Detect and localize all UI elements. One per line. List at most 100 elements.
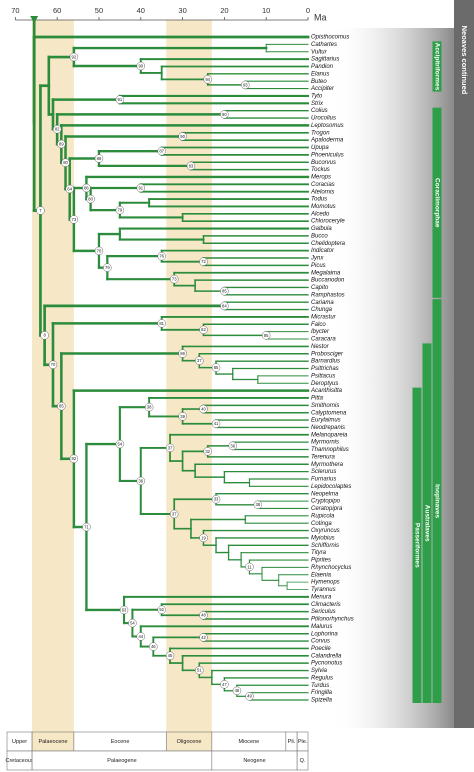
axis-unit: Ma	[314, 12, 327, 22]
node-marker	[40, 331, 49, 340]
taxon-label: Buccanodon	[311, 278, 345, 284]
node-label: 86	[84, 185, 89, 190]
node-marker	[195, 666, 204, 675]
taxon-label: Corvus	[311, 639, 330, 645]
node-label: 40	[201, 406, 206, 411]
node-label: 11	[247, 564, 252, 569]
taxon-label: Turdus	[311, 683, 329, 689]
taxon-label: Falco	[311, 322, 326, 328]
node-label: 47	[222, 682, 227, 687]
node-marker	[199, 257, 208, 266]
timescale-label: Palaeogene	[107, 758, 136, 764]
node-label: 82	[55, 127, 60, 132]
node-marker	[52, 125, 62, 134]
node-label: 79	[118, 208, 123, 213]
taxon-label: Melanopareia	[311, 432, 348, 438]
timescale-box	[296, 750, 309, 771]
node-label: 85	[214, 365, 219, 370]
taxon-label: Rhynchocyclus	[311, 565, 351, 571]
node-label: 86	[180, 351, 185, 356]
timescale-label: Miocene	[238, 739, 259, 745]
taxon-label: Micrastur	[311, 315, 337, 321]
node-marker	[199, 533, 208, 543]
node-marker	[36, 206, 45, 215]
taxon-label: Probosciger	[311, 351, 344, 357]
node-label: 44	[138, 634, 143, 639]
title-band	[454, 0, 474, 728]
node-label: 91	[138, 185, 143, 190]
clade-label: Passeriformes	[413, 523, 420, 568]
taxon-label: Regulus	[311, 675, 333, 681]
node-label: 76	[159, 254, 164, 259]
node-marker	[119, 605, 129, 615]
taxon-label: Strix	[311, 101, 324, 107]
node-label: 80	[63, 160, 68, 165]
node-label: 71	[84, 524, 89, 529]
taxon-label: Terenura	[311, 454, 335, 460]
node-label: 64	[67, 186, 72, 191]
node-label: 90	[222, 112, 227, 117]
clade-bar	[412, 387, 422, 703]
node-label: 90	[180, 134, 185, 139]
taxon-label: Picus	[311, 263, 326, 269]
clade-bar	[432, 299, 442, 703]
taxon-label: Ibycter	[311, 329, 330, 335]
taxon-label: Buteo	[311, 79, 327, 85]
node-marker	[82, 183, 91, 193]
node-label: 49	[247, 694, 252, 699]
node-label: 54	[130, 621, 135, 626]
clade-label: Australaves	[423, 505, 430, 542]
taxon-label: Jynx	[310, 256, 324, 262]
x-tick-label: 30	[178, 6, 186, 15]
taxon-label: Smithornis	[311, 403, 339, 409]
timescale-label: Ple.	[298, 739, 308, 745]
node-label: 92	[72, 54, 77, 59]
node-label: 91	[118, 97, 123, 102]
node-marker	[69, 454, 79, 464]
node-marker	[186, 161, 196, 171]
node-label: 38	[147, 405, 152, 410]
node-marker	[86, 194, 95, 204]
x-tick-label: 60	[53, 6, 61, 15]
taxon-label: Thamnophilus	[311, 447, 349, 453]
node-marker	[94, 246, 104, 256]
taxon-label: Phoeniculus	[311, 152, 344, 158]
node-label: 52	[159, 607, 164, 612]
taxon-label: Lepidocolaptes	[311, 484, 351, 490]
node-marker	[245, 692, 254, 701]
node-label: 46	[151, 644, 156, 649]
taxon-label: Vultur	[311, 49, 328, 55]
node-marker	[157, 605, 166, 614]
taxon-label: Galbula	[311, 226, 332, 232]
node-marker	[220, 286, 229, 296]
taxon-label: Barnardius	[311, 359, 340, 365]
taxon-label: Tockus	[311, 167, 330, 173]
node-marker	[103, 263, 112, 272]
taxon-label: Sericulus	[311, 609, 336, 615]
node-marker	[136, 61, 145, 71]
node-label: 81	[159, 321, 164, 326]
node-marker	[245, 562, 254, 572]
node-label: 70	[51, 362, 56, 367]
taxon-label: Fringilla	[311, 690, 333, 696]
taxon-label: Trogon	[311, 130, 330, 136]
node-label: 86	[97, 156, 102, 161]
node-marker	[149, 642, 158, 651]
node-marker	[199, 325, 208, 335]
root-marker	[30, 16, 39, 23]
x-tick-label: 40	[137, 6, 145, 15]
taxon-label: Capito	[311, 285, 329, 291]
taxon-label: Calyptomena	[311, 410, 347, 416]
taxon-label: Sagittarius	[311, 57, 339, 63]
taxon-label: Cotinga	[311, 521, 332, 527]
taxon-label: Cariama	[311, 300, 334, 306]
timescale-label: Palaeocene	[38, 739, 67, 745]
node-marker	[136, 183, 145, 193]
taxon-label: Neodrepanis	[311, 425, 345, 431]
node-marker	[61, 158, 70, 167]
taxon-label: Accipiter	[310, 86, 335, 92]
node-label: 32	[205, 449, 210, 454]
node-label: 72	[201, 259, 206, 264]
node-label: 93	[243, 82, 248, 87]
node-label: 62	[201, 327, 206, 332]
